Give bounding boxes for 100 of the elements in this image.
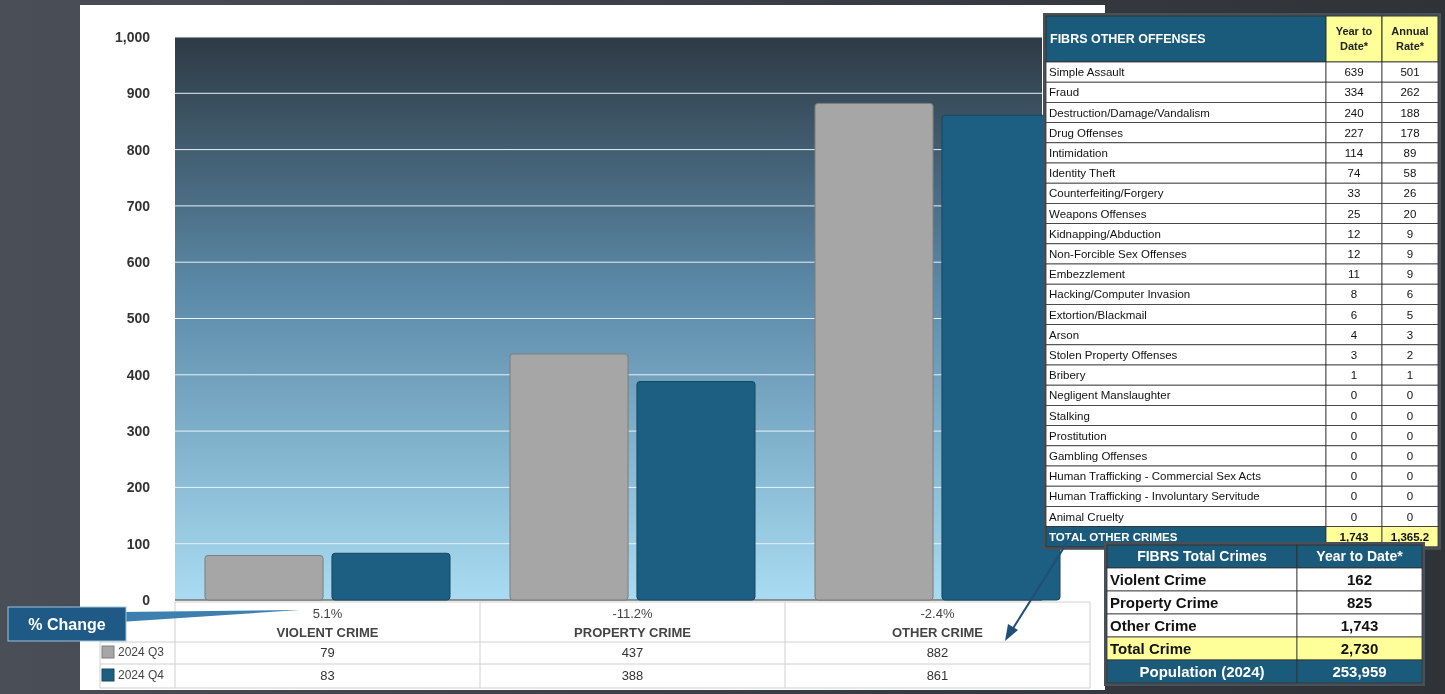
category-label: Population (2024) [1139, 662, 1265, 680]
data-label: 11 [1348, 268, 1360, 281]
data-label: 1,743 [1339, 530, 1369, 543]
y-tick-label: 200 [126, 479, 151, 496]
category-label: Stalking [1049, 409, 1090, 422]
data-label: 0 [1350, 429, 1358, 442]
data-label: 12 [1347, 247, 1361, 260]
data-label: 334 [1344, 86, 1365, 99]
category-label: Human Trafficking - Commercial Sex Acts [1049, 470, 1262, 483]
text: % Change [28, 615, 106, 633]
data-label: 1,743 [1340, 616, 1379, 634]
data-label: 162 [1346, 570, 1373, 588]
category-label: Gambling Offenses [1049, 449, 1148, 462]
y-tick-label: 900 [126, 85, 151, 102]
y-tick-label: 0 [142, 591, 151, 608]
data-label: 9 [1406, 247, 1414, 260]
category-label: Stolen Property Offenses [1049, 348, 1178, 361]
bar [509, 353, 629, 601]
category-label: Other Crime [1110, 616, 1197, 634]
category-label: Total Crime [1110, 639, 1192, 657]
data-label: 0 [1350, 449, 1358, 462]
y-tick-label: 100 [126, 535, 151, 552]
x-tick-label: OTHER CRIME [892, 624, 984, 640]
data-label: 6 [1406, 288, 1414, 301]
data-label: 1,365.2 [1390, 530, 1430, 543]
data-label: 501 [1400, 66, 1420, 79]
data-label: 178 [1400, 126, 1420, 139]
text: -2.4% [920, 605, 955, 621]
data-label: 2 [1406, 348, 1414, 361]
text: 5.1% [312, 605, 343, 621]
category-label: Weapons Offenses [1049, 207, 1147, 220]
category-label: Arson [1049, 328, 1080, 341]
data-label: 3 [1350, 348, 1358, 361]
data-label: 882 [926, 644, 949, 660]
data-label: 33 [1347, 187, 1361, 200]
category-label: Human Trafficking - Involuntary Servitude [1049, 490, 1260, 503]
category-label: Prostitution [1049, 429, 1107, 442]
data-label: 639 [1344, 66, 1364, 79]
category-label: TOTAL OTHER CRIMES [1049, 530, 1178, 543]
data-label: 0 [1406, 470, 1414, 483]
data-label: 12 [1347, 227, 1361, 240]
data-label: 3 [1406, 328, 1414, 341]
data-label: 0 [1406, 389, 1414, 402]
data-label: 4 [1350, 328, 1358, 341]
data-label: 0 [1406, 429, 1414, 442]
data-label: 83 [320, 667, 335, 683]
bar [331, 552, 451, 601]
data-label: 253,959 [1332, 662, 1387, 680]
data-label: 79 [320, 644, 335, 660]
text: -11.2% [612, 605, 654, 621]
data-label: 0 [1350, 490, 1358, 503]
data-label: 1 [1406, 369, 1414, 382]
data-label: 188 [1400, 106, 1420, 119]
y-tick-label: 500 [126, 310, 151, 327]
category-label: Embezzlement [1049, 268, 1126, 281]
data-label: 26 [1403, 187, 1417, 200]
category-label: Kidnapping/Abduction [1049, 227, 1161, 240]
bar [636, 381, 756, 601]
data-label: 58 [1403, 167, 1417, 180]
data-label: 8 [1350, 288, 1358, 301]
category-label: Counterfeiting/Forgery [1049, 187, 1164, 200]
bar [814, 102, 934, 601]
category-label: Identity Theft [1049, 167, 1117, 180]
legend-label: 2024 Q4 [118, 668, 165, 683]
y-tick-label: 300 [126, 423, 151, 439]
data-label: 0 [1406, 409, 1414, 422]
data-label: 6 [1350, 308, 1358, 321]
legend-label: 2024 Q3 [118, 645, 165, 660]
data-label: 74 [1347, 167, 1361, 180]
category-label: Non-Forcible Sex Offenses [1049, 247, 1188, 260]
data-label: 0 [1350, 510, 1358, 523]
category-label: Negligent Manslaughter [1049, 389, 1171, 402]
data-label: 9 [1406, 227, 1414, 240]
data-label: 861 [926, 667, 949, 683]
data-label: 825 [1346, 593, 1373, 611]
data-label: 25 [1347, 207, 1361, 220]
series-label: Year to Date* [1316, 548, 1404, 565]
category-label: Drug Offenses [1049, 126, 1124, 139]
data-label: 240 [1344, 106, 1364, 119]
category-label: Animal Cruelty [1049, 510, 1125, 523]
data-label: 0 [1350, 409, 1358, 422]
y-tick-label: 800 [126, 141, 151, 158]
data-label: 1 [1350, 369, 1358, 382]
data-label: 0 [1350, 389, 1358, 402]
category-label: Intimidation [1049, 146, 1108, 159]
category-label: Hacking/Computer Invasion [1049, 288, 1191, 301]
text: FIBRS Total Crimes [1137, 548, 1268, 565]
category-label: Fraud [1049, 86, 1080, 99]
data-label: 0 [1406, 449, 1414, 462]
data-label: 0 [1350, 470, 1358, 483]
category-label: Simple Assault [1049, 66, 1126, 79]
y-tick-label: 600 [126, 254, 151, 271]
data-label: 227 [1344, 126, 1364, 139]
bar [204, 555, 324, 601]
y-tick-label: 1,000 [114, 28, 151, 45]
data-label: 89 [1403, 146, 1417, 159]
data-label: 114 [1344, 146, 1364, 159]
category-label: Property Crime [1110, 593, 1219, 611]
category-label: Bribery [1049, 369, 1086, 382]
category-label: Extortion/Blackmail [1049, 308, 1147, 321]
